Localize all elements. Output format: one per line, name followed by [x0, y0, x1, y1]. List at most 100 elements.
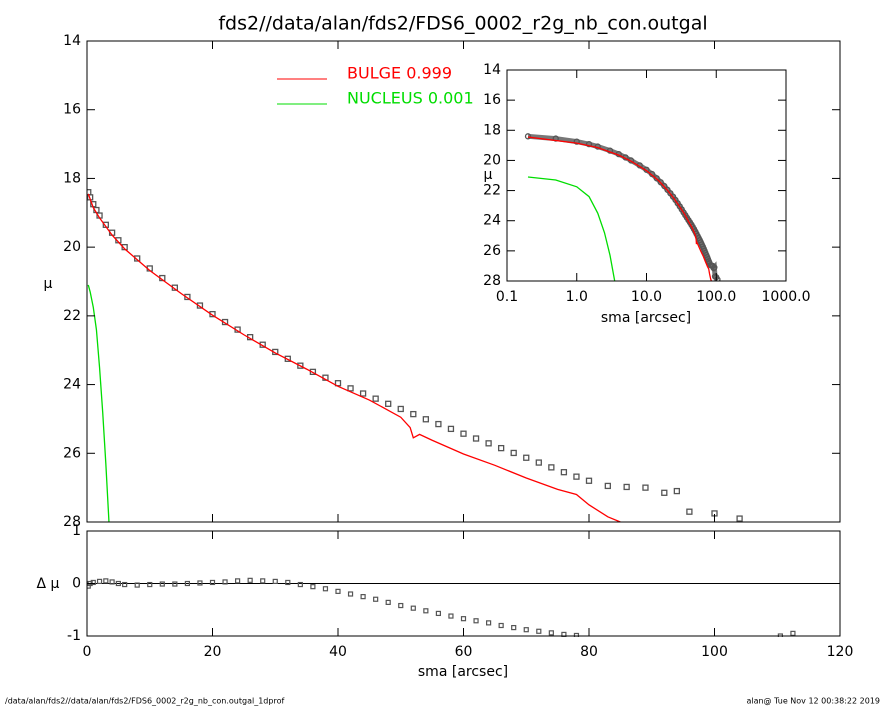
y-axis-label: μ: [44, 276, 53, 292]
data-point: [657, 179, 664, 186]
residual-point: [103, 578, 109, 584]
data-point: [736, 515, 743, 522]
data-point: [585, 141, 593, 148]
data-point: [560, 469, 568, 476]
residual-point: [310, 584, 316, 590]
residual-point: [423, 608, 429, 614]
data-point: [623, 483, 630, 491]
data-point: [642, 484, 649, 491]
residual-point: [184, 580, 190, 587]
x-tick-label: 1.0: [566, 289, 588, 305]
y-tick-label: 14: [483, 62, 501, 78]
y-tick-label: 20: [483, 152, 501, 168]
data-point: [134, 255, 141, 262]
residual-point: [96, 578, 103, 585]
data-point: [410, 410, 417, 418]
legend-label: NUCLEUS 0.001: [347, 89, 474, 108]
plot-area: [87, 189, 743, 522]
residual-point: [222, 579, 228, 585]
residual-point: [790, 630, 796, 636]
data-point: [573, 138, 580, 145]
x-tick-label: 100.0: [696, 289, 736, 305]
residual-point: [247, 577, 253, 583]
residual-point: [122, 581, 128, 588]
residual-point: [460, 616, 467, 622]
model-line: [527, 136, 712, 281]
residual-point: [134, 582, 140, 588]
y-axis-label: Δ μ: [37, 576, 60, 592]
y-tick-label: 20: [63, 239, 81, 255]
data-point: [686, 508, 693, 515]
residual-point: [147, 581, 153, 588]
residual-point: [109, 579, 115, 585]
data-point: [673, 487, 680, 495]
residual-point: [235, 578, 241, 584]
residual-point: [548, 630, 554, 636]
y-tick-label: 16: [63, 102, 81, 118]
footer-right: alan@ Tue Nov 12 00:38:22 2019: [746, 697, 880, 706]
residual-point: [385, 599, 391, 606]
residual-point: [172, 581, 178, 587]
residual-point: [347, 591, 354, 597]
legend-label: BULGE 0.999: [347, 64, 452, 83]
data-point: [435, 420, 442, 428]
footer-left: /data/alan/fds2//data/alan/fds2/FDS6_000…: [5, 697, 284, 706]
y-tick-label: 18: [483, 122, 501, 138]
data-point: [524, 133, 532, 140]
x-tick-label: 0.1: [496, 289, 518, 305]
x-axis-label: sma [arcsec]: [601, 310, 691, 326]
data-point: [184, 293, 191, 301]
residual-point: [115, 580, 121, 587]
residual-point: [523, 627, 529, 633]
x-axis-label: sma [arcsec]: [418, 664, 508, 680]
data-point: [523, 454, 530, 461]
x-tick-label: 10.0: [631, 289, 662, 305]
y-tick-label: 24: [63, 377, 81, 393]
data-point: [472, 435, 480, 442]
model-line: [527, 176, 616, 281]
data-point: [604, 482, 611, 490]
residual-point: [398, 602, 404, 609]
y-axis-label: μ: [484, 167, 493, 183]
data-point: [497, 444, 505, 452]
data-point: [297, 362, 304, 369]
residual-point: [498, 622, 504, 629]
residual-point: [260, 578, 266, 584]
residual-point: [322, 586, 329, 592]
plot-area: [87, 577, 840, 637]
data-point: [359, 390, 367, 397]
data-point: [485, 440, 492, 447]
data-point: [447, 425, 455, 433]
x-tick-label: 40: [329, 644, 347, 660]
data-point: [385, 400, 392, 407]
x-tick-label: 120: [827, 644, 854, 660]
y-tick-label: 22: [63, 308, 81, 324]
residual-point: [573, 632, 580, 637]
y-tick-label: 26: [483, 243, 501, 259]
y-tick-label: 14: [63, 33, 81, 49]
data-point: [548, 464, 555, 471]
data-point: [711, 264, 718, 271]
residual-point: [448, 613, 454, 619]
y-tick-label: 24: [483, 213, 501, 229]
residual-point: [90, 579, 96, 586]
x-tick-label: 60: [455, 644, 473, 660]
data-point: [372, 395, 379, 402]
data-point: [661, 182, 668, 190]
model-line: [87, 193, 621, 522]
data-point: [460, 430, 467, 437]
residual-point: [511, 624, 517, 631]
data-point: [653, 175, 660, 182]
data-point: [573, 473, 580, 480]
plot-area: [524, 133, 721, 281]
y-tick-label: 18: [63, 170, 81, 186]
data-point: [397, 405, 404, 413]
residual-point: [159, 581, 165, 587]
residual-point: [473, 618, 479, 624]
residual-point: [360, 594, 366, 600]
data-point: [535, 459, 542, 466]
data-point: [422, 416, 430, 423]
y-tick-label: -1: [67, 628, 81, 644]
y-tick-label: 1: [72, 523, 81, 539]
